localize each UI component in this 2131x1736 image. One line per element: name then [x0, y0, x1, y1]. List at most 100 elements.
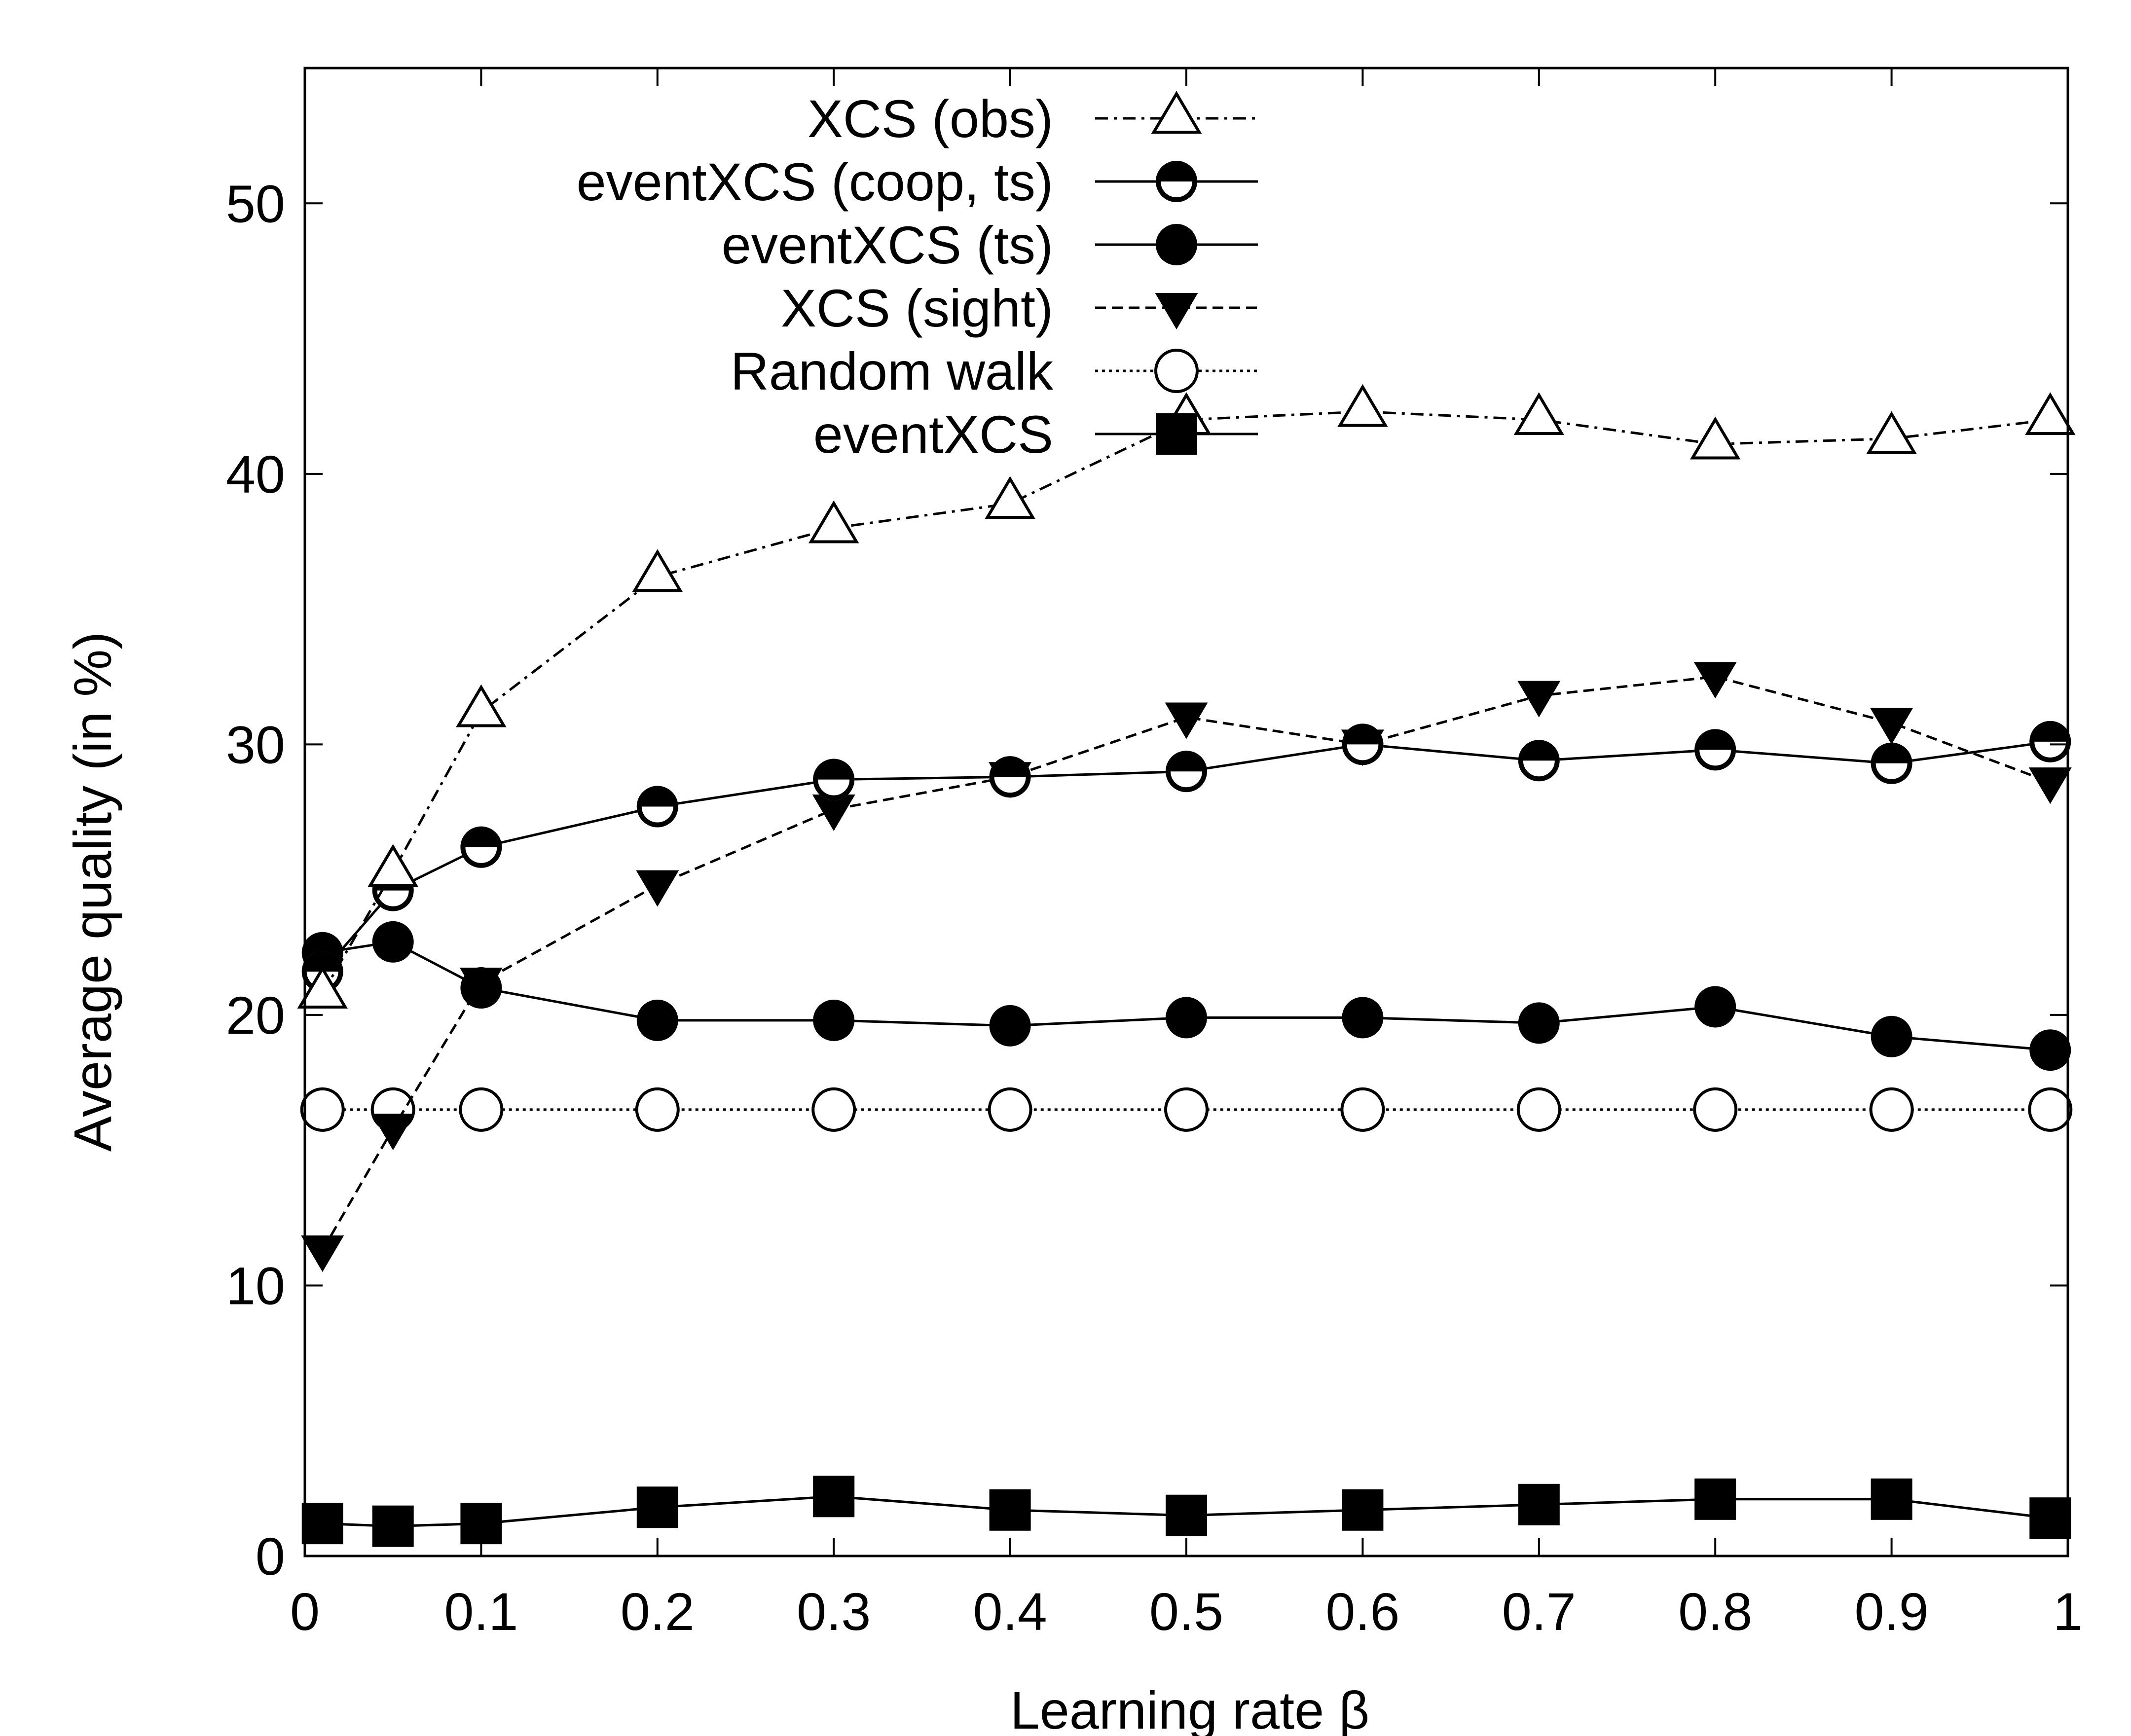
legend-label: eventXCS (coop, ts)	[577, 152, 1053, 212]
data-point	[301, 1503, 343, 1545]
legend-entry: Random walk	[731, 341, 1258, 401]
legend-label: eventXCS (ts)	[722, 215, 1053, 275]
x-tick-label: 0	[290, 1582, 320, 1641]
data-point	[635, 1087, 680, 1132]
data-point	[2029, 1497, 2071, 1539]
y-tick-label: 30	[226, 715, 285, 774]
data-point	[460, 826, 502, 868]
data-point	[1693, 1087, 1738, 1132]
x-tick-label: 0.7	[1502, 1582, 1576, 1641]
x-axis-label: Learning rate β	[1010, 1680, 1370, 1736]
data-point	[813, 1476, 855, 1518]
legend-entry: XCS (obs)	[808, 89, 1258, 148]
data-point	[1166, 1494, 1207, 1536]
legend-marker	[1156, 161, 1197, 202]
data-point	[636, 786, 678, 828]
series	[301, 921, 2071, 1071]
legend-entry: eventXCS (ts)	[722, 215, 1258, 275]
series	[300, 1087, 2073, 1132]
data-point	[988, 1087, 1032, 1132]
data-point	[636, 999, 678, 1041]
y-tick-label: 50	[226, 174, 285, 233]
data-point	[632, 549, 683, 592]
x-tick-label: 0.9	[1855, 1582, 1929, 1641]
y-tick-label: 40	[226, 444, 285, 504]
x-tick-label: 0.8	[1678, 1582, 1752, 1641]
legend: XCS (obs)eventXCS (coop, ts)eventXCS (ts…	[577, 89, 1258, 464]
data-point	[1337, 384, 1388, 427]
data-point	[1342, 1489, 1384, 1531]
legend-marker	[1151, 91, 1202, 134]
data-point	[1513, 392, 1565, 435]
data-point	[1866, 411, 1917, 454]
data-point	[372, 921, 414, 963]
data-point	[1166, 997, 1207, 1039]
legend-entry: XCS (sight)	[781, 278, 1258, 338]
data-point	[813, 759, 855, 800]
data-point	[1871, 1478, 1912, 1520]
data-point	[1340, 1087, 1385, 1132]
data-point	[1518, 1483, 1560, 1525]
legend-marker	[1154, 349, 1199, 393]
data-point	[1871, 1015, 1912, 1057]
data-point	[989, 1489, 1031, 1531]
legend-label: Random walk	[731, 341, 1054, 401]
legend-label: XCS (obs)	[808, 89, 1053, 148]
data-point	[811, 1087, 856, 1132]
legend-entry: eventXCS (coop, ts)	[577, 152, 1258, 212]
data-point	[1518, 1002, 1560, 1044]
data-point	[1871, 742, 1912, 784]
y-tick-label: 0	[256, 1526, 285, 1586]
data-point	[300, 1087, 345, 1132]
data-point	[636, 1486, 678, 1528]
data-point	[456, 684, 507, 727]
x-tick-label: 0.2	[621, 1582, 695, 1641]
data-point	[460, 1503, 502, 1545]
data-point	[636, 870, 679, 907]
legend-marker	[1156, 413, 1197, 455]
data-point	[1694, 986, 1736, 1028]
data-point	[989, 1005, 1031, 1047]
legend-label: eventXCS	[813, 404, 1053, 464]
data-point	[1690, 416, 1741, 460]
data-point	[371, 1114, 415, 1151]
data-point	[301, 1235, 344, 1272]
y-axis-label: Average quality (in %)	[63, 632, 122, 1152]
data-point	[459, 1087, 504, 1132]
data-point	[2029, 721, 2071, 762]
legend-marker	[1155, 293, 1198, 329]
data-point	[989, 756, 1031, 798]
series-line	[321, 410, 2051, 994]
data-point	[1518, 740, 1560, 782]
y-tick-label: 10	[226, 1256, 285, 1315]
x-tick-label: 0.5	[1149, 1582, 1223, 1641]
data-point	[2028, 1087, 2073, 1132]
x-tick-label: 0.6	[1325, 1582, 1399, 1641]
data-point	[1517, 681, 1561, 718]
data-point	[1869, 1087, 1914, 1132]
data-point	[372, 1505, 414, 1547]
legend-label: XCS (sight)	[781, 278, 1053, 338]
legend-entry: eventXCS	[813, 404, 1258, 464]
series	[301, 1476, 2071, 1547]
data-point	[1165, 702, 1208, 739]
data-point	[1870, 708, 1913, 745]
data-point	[1694, 1478, 1736, 1520]
data-point	[1166, 751, 1207, 793]
x-tick-label: 0.4	[973, 1582, 1047, 1641]
data-point	[2025, 392, 2076, 435]
data-point	[2029, 1029, 2071, 1071]
data-point	[297, 966, 348, 1009]
data-point	[2028, 767, 2072, 804]
x-tick-label: 0.1	[444, 1582, 518, 1641]
data-point	[985, 476, 1035, 519]
data-point	[1693, 662, 1737, 699]
series	[297, 384, 2076, 1009]
data-point	[1164, 1087, 1209, 1132]
data-point	[1694, 729, 1736, 771]
data-point	[813, 999, 855, 1041]
y-tick-label: 20	[226, 985, 285, 1045]
x-tick-label: 1	[2053, 1582, 2083, 1641]
